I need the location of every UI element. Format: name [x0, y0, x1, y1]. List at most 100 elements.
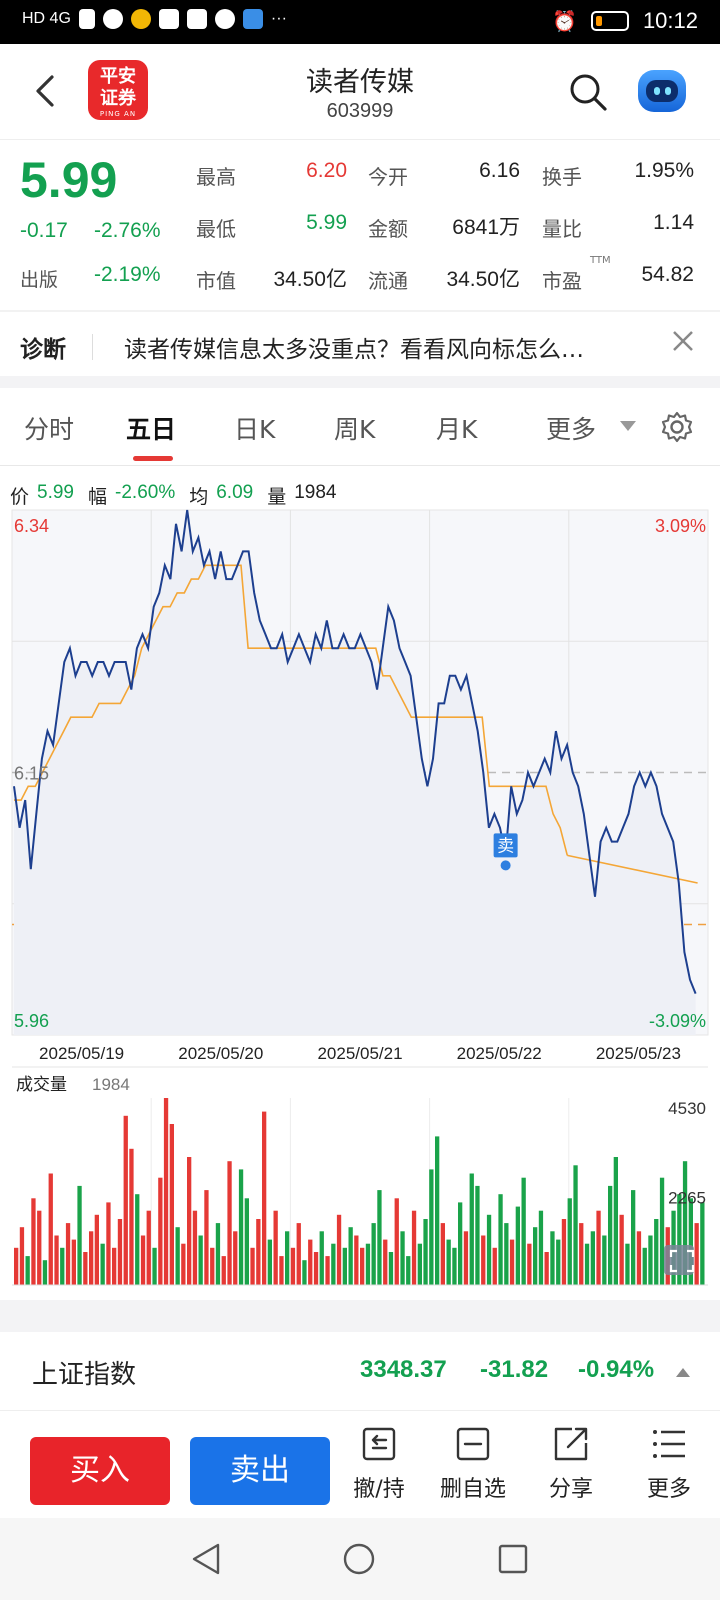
tab-daily-k[interactable]: 日K [234, 415, 276, 444]
volume-bar [262, 1111, 267, 1285]
more-label: 更多 [646, 1477, 691, 1502]
volume-bar [636, 1231, 642, 1285]
volume-bar [244, 1198, 249, 1285]
volume-bar [273, 1210, 278, 1285]
volume-bar [682, 1161, 688, 1285]
expand-up-icon[interactable] [676, 1368, 690, 1377]
volume-bar [659, 1177, 665, 1285]
volume-bar [192, 1210, 198, 1285]
share-button[interactable]: 分享 [526, 1425, 616, 1503]
info-price-value: 5.99 [37, 482, 74, 503]
volume-bar [42, 1260, 48, 1285]
tab-more[interactable]: 更多 [546, 415, 597, 444]
volume-bar [204, 1190, 209, 1285]
volume-bar [250, 1247, 255, 1285]
volume-bar [325, 1256, 330, 1285]
chevron-down-icon[interactable] [620, 421, 636, 431]
pe-value: 54.82 [641, 263, 694, 286]
tab-weekly-k[interactable]: 周K [334, 415, 376, 444]
gear-icon[interactable] [660, 410, 694, 444]
open-value: 6.16 [479, 159, 520, 182]
info-avg-value: 6.09 [216, 482, 254, 503]
volume-bar [221, 1256, 226, 1285]
market-cap-value: 34.50亿 [273, 268, 347, 291]
y-label-top: 6.34 [14, 516, 49, 536]
diagnosis-banner[interactable]: 诊断 读者传媒信息太多没重点？看看风向标怎么… [0, 312, 720, 376]
volume-bar [198, 1235, 203, 1285]
chevron-left-icon[interactable] [28, 74, 62, 108]
x-tick-label: 2025/05/23 [596, 1044, 681, 1063]
volume-bar [60, 1247, 65, 1285]
volume-bar [210, 1247, 215, 1285]
index-change: -31.82 [480, 1356, 549, 1383]
tab-five-day[interactable]: 五日 [126, 415, 177, 444]
robot-icon[interactable] [638, 70, 686, 112]
y-label-mid: 6.15 [14, 764, 49, 784]
volume-bar [377, 1190, 382, 1285]
volume-bar [590, 1231, 595, 1285]
volume-bar [158, 1177, 163, 1285]
index-value: 3348.37 [360, 1356, 447, 1383]
volume-bar [94, 1214, 99, 1285]
close-icon[interactable] [672, 330, 694, 352]
volume-bar [175, 1227, 180, 1285]
nav-back-icon[interactable] [190, 1542, 224, 1576]
tab-monthly-k[interactable]: 月K [436, 415, 478, 444]
nav-home-icon[interactable] [342, 1542, 376, 1576]
volume-bar [417, 1243, 422, 1285]
more-button[interactable]: 更多 [624, 1425, 714, 1503]
volume-bar [187, 1157, 192, 1285]
status-bar: HD 4G ··· ⏰ 10:12 [0, 0, 720, 44]
float-cap-label: 流通 [368, 269, 408, 293]
volume-bar [538, 1210, 544, 1285]
pe-label: 市盈 [542, 269, 582, 293]
chart-info-line: 价 5.99 幅 -2.60% 均 6.09 量 1984 [10, 482, 337, 509]
search-icon[interactable] [568, 72, 608, 112]
withdraw-icon [362, 1427, 396, 1461]
volume-ratio-label: 量比 [542, 217, 582, 241]
buy-button[interactable]: 买入 [30, 1437, 170, 1505]
volume-bar [527, 1243, 532, 1285]
diagnosis-message[interactable]: 读者传媒信息太多没重点？看看风向标怎么… [124, 337, 584, 363]
withdraw-button[interactable]: 撤/持 [334, 1425, 424, 1503]
status-right: ⏰ 10:12 [552, 8, 698, 34]
withdraw-label: 撤/持 [353, 1477, 405, 1502]
volume-bar [561, 1219, 567, 1285]
volume-bar [613, 1157, 618, 1285]
volume-bar [285, 1231, 290, 1285]
pe-superscript: TTM [590, 255, 611, 266]
volume-bar [331, 1243, 336, 1285]
volume-bar [233, 1231, 238, 1285]
volume-bar [112, 1247, 117, 1285]
tab-intraday[interactable]: 分时 [24, 415, 75, 444]
price-change: -0.17 [20, 219, 68, 242]
x-tick-label: 2025/05/22 [457, 1044, 542, 1063]
volume-current: 1984 [92, 1075, 130, 1094]
share-label: 分享 [548, 1477, 593, 1502]
volume-bar [313, 1252, 319, 1285]
volume-bar [123, 1115, 128, 1285]
volume-bar [140, 1235, 146, 1285]
remove-watchlist-button[interactable]: 删自选 [428, 1425, 518, 1503]
chart-canvas[interactable]: 卖 6.34 6.15 5.96 3.09% -3.09% 2025/05/19 2025/0… [0, 505, 720, 1295]
five-day-chart[interactable]: 卖 6.34 6.15 5.96 3.09% -3.09% 2025/05/19 2025/0… [0, 505, 720, 1295]
broker-logo[interactable]: 平安 证券 PING AN [88, 60, 148, 120]
info-vol-value: 1984 [294, 482, 337, 503]
volume-bar [152, 1247, 157, 1285]
volume-bar [567, 1198, 572, 1285]
float-cap-value: 34.50亿 [446, 268, 520, 291]
volume-bar [383, 1239, 388, 1285]
logo-line2: 证券 [100, 88, 136, 109]
y-label-right-top: 3.09% [655, 516, 706, 536]
high-label: 最高 [196, 165, 236, 189]
market-index-bar[interactable]: 上证指数 3348.37 -31.82 -0.94% [0, 1332, 720, 1410]
low-value: 5.99 [306, 211, 347, 234]
alarm-icon: ⏰ [552, 10, 577, 33]
sell-button[interactable]: 卖出 [190, 1437, 330, 1505]
volume-bar [423, 1219, 428, 1285]
quote-panel: 5.99 -0.17 -2.76% 出版 -2.19% 最高 6.20 今开 6… [0, 141, 720, 311]
volume-bar [648, 1235, 653, 1285]
network-indicators: HD 4G [22, 10, 71, 27]
nav-recents-icon[interactable] [496, 1542, 530, 1576]
sell-marker-badge [493, 833, 518, 858]
